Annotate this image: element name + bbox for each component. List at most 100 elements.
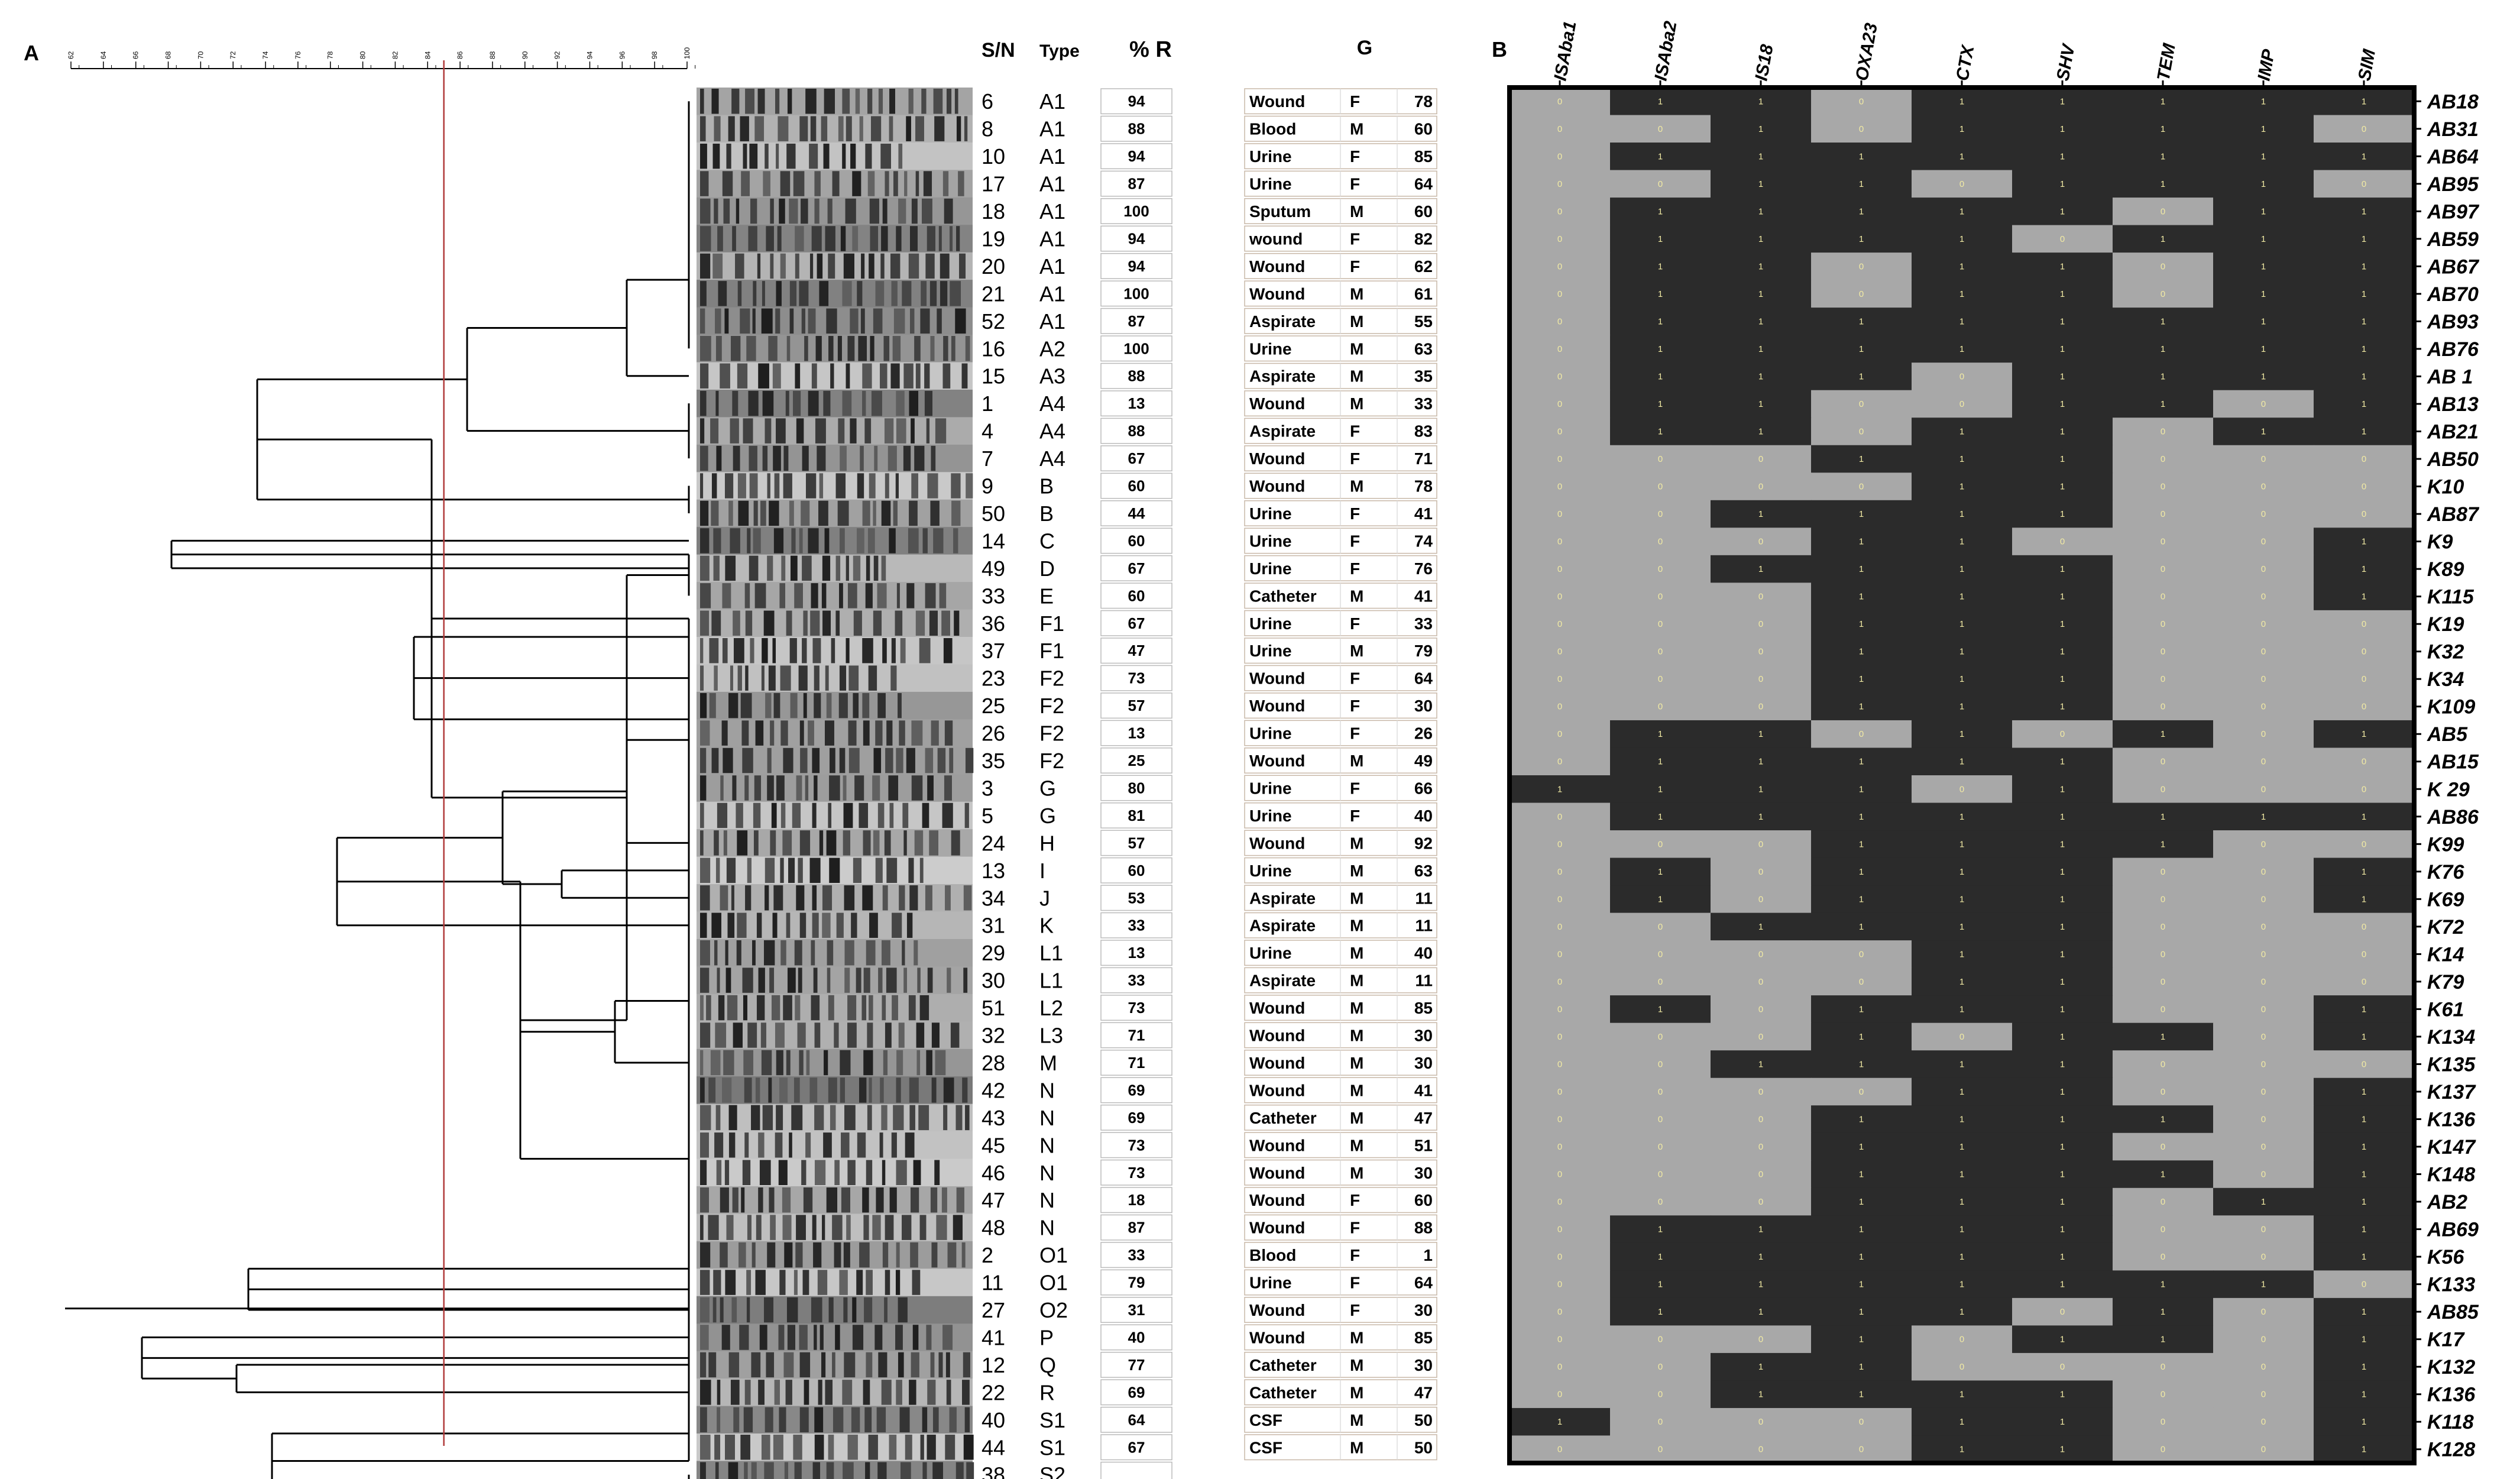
heatmap-cell-value: 1 [2362, 894, 2366, 904]
gene-label: ISAba2 [1651, 20, 1680, 82]
heatmap-cell-value: 1 [1959, 1004, 1964, 1014]
gene-label: IS18 [1751, 43, 1777, 82]
gel-band [867, 1022, 873, 1048]
gel-band [700, 226, 711, 251]
heatmap-cell [2012, 747, 2113, 776]
heatmap-cell [1711, 582, 1812, 611]
scale-tick-label: 90 [521, 51, 529, 59]
heatmap-cell [1610, 747, 1711, 776]
gel-band [813, 1242, 822, 1268]
heatmap-cell-value: 1 [2060, 757, 2065, 767]
resistance-value: 79 [1128, 1274, 1145, 1292]
heatmap-cell [2012, 363, 2113, 391]
isolate-age: 76 [1414, 559, 1433, 578]
gel-band [738, 500, 749, 526]
heatmap-cell-value: 0 [1557, 1362, 1562, 1372]
gel-band [844, 1352, 856, 1378]
resistance-value: 69 [1128, 1081, 1145, 1099]
heatmap-cell [2113, 885, 2214, 914]
gel-band [835, 473, 846, 499]
gel-band [869, 912, 878, 938]
gel-band [805, 473, 817, 499]
resistance-cell [1100, 555, 1172, 581]
isolate-id: K19 [2427, 613, 2464, 636]
gel-band [773, 528, 784, 554]
isolate-gender: M [1350, 284, 1363, 303]
gel-band [767, 747, 772, 774]
heatmap-cell-value: 1 [1959, 564, 1964, 574]
gel-band [778, 1160, 788, 1185]
isolate-gender: F [1350, 724, 1360, 743]
heatmap-cell [2113, 170, 2214, 198]
gel-band [896, 1050, 903, 1076]
gel-lane [697, 1296, 973, 1324]
gel-band [786, 1050, 791, 1076]
gel-band [909, 1380, 916, 1405]
heatmap-cell-value: 0 [1557, 1087, 1562, 1097]
heatmap-cell [1610, 582, 1711, 611]
heatmap-cell [2113, 747, 2214, 776]
heatmap-cell-value: 1 [2161, 812, 2165, 822]
heatmap-cell [2012, 418, 2113, 446]
heatmap-cell [2213, 1435, 2314, 1464]
heatmap-cell-value: 0 [1758, 1170, 1763, 1180]
gel-band [950, 281, 961, 306]
gel-band [827, 967, 831, 993]
resistance-cell [1100, 720, 1172, 746]
heatmap-cell [1912, 1407, 2013, 1436]
heatmap-cell [1510, 445, 1611, 473]
isolate-type: I [1039, 859, 1045, 883]
heatmap-cell-value: 1 [1959, 96, 1964, 106]
heatmap-cell-value: 0 [2362, 619, 2366, 629]
heatmap-cell-value: 0 [1557, 592, 1562, 602]
gel-band [847, 1022, 857, 1048]
gel-band [794, 1462, 802, 1479]
isolate-sn: 1 [982, 391, 993, 416]
gel-band [736, 802, 743, 829]
gel-band [922, 1462, 927, 1479]
heatmap-cell [1811, 335, 1912, 363]
gel-band [914, 830, 924, 856]
heatmap-cell [2314, 88, 2415, 116]
isolate-type: N [1039, 1133, 1055, 1157]
gel-band [782, 1215, 792, 1240]
gel-band [700, 802, 704, 829]
heatmap-cell-value: 0 [1758, 1004, 1763, 1014]
heatmap-cell-value: 1 [1959, 1307, 1964, 1317]
heatmap-cell [1610, 1270, 1711, 1299]
heatmap-cell [1912, 1050, 2013, 1079]
gel-band [744, 1077, 752, 1103]
gel-band [723, 747, 733, 774]
heatmap-cell [1610, 967, 1711, 996]
gel-band [903, 363, 914, 389]
heatmap-cell-value: 1 [1658, 1225, 1663, 1235]
heatmap-cell-value: 1 [2060, 1390, 2065, 1400]
heatmap-cell [2012, 692, 2113, 721]
gel-band [882, 198, 887, 224]
gel-band [846, 116, 852, 141]
heatmap-cell-value: 1 [2060, 1004, 2065, 1014]
heatmap-cell-value: 1 [1959, 289, 1964, 299]
gel-band [762, 390, 774, 416]
gel-band [812, 638, 821, 664]
heatmap-cell-value: 1 [1959, 151, 1964, 161]
isolate-gender: M [1350, 477, 1363, 496]
gel-band [927, 226, 935, 251]
heatmap-cell [2314, 692, 2415, 721]
isolate-id: K128 [2427, 1439, 2475, 1461]
heatmap-cell [2012, 637, 2113, 666]
isolate-id: AB86 [2427, 806, 2479, 829]
heatmap-cell [2314, 445, 2415, 473]
heatmap-cell-value: 1 [1959, 702, 1964, 712]
gel-band [870, 226, 879, 251]
gel-band [884, 1297, 887, 1323]
heatmap-cell [1610, 1407, 1711, 1436]
heatmap-cell-value: 0 [1557, 839, 1562, 849]
heatmap-cell [1510, 555, 1611, 583]
isolate-site: Urine [1249, 532, 1292, 550]
heatmap-cell [2314, 390, 2415, 418]
gel-band [751, 1352, 761, 1378]
heatmap-cell-value: 0 [1557, 151, 1562, 161]
heatmap-cell [2314, 885, 2415, 914]
gel-band [724, 1160, 730, 1185]
